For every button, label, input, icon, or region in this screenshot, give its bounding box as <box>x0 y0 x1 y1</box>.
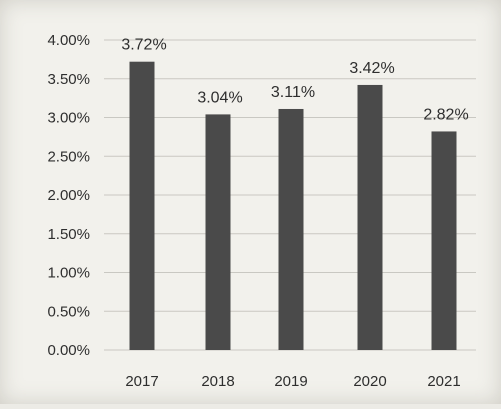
bar-data-label: 3.42% <box>349 60 394 77</box>
y-tick-label: 3.50% <box>47 71 90 88</box>
y-axis-tick-labels: 0.00% 0.50% 1.00% 1.50% 2.00% 2.50% 3.00% 3.50%… <box>47 32 90 359</box>
data-labels: 3.72% 3.04% 3.11% 3.42% 2.82% <box>121 37 468 124</box>
bar <box>129 61 155 350</box>
x-tick-label: 2018 <box>201 373 234 390</box>
bar <box>357 84 383 350</box>
bar-data-label: 3.72% <box>121 37 166 54</box>
bar-data-label: 2.82% <box>423 106 468 123</box>
y-tick-label: 0.50% <box>47 303 90 320</box>
x-tick-label: 2017 <box>125 373 158 390</box>
bar-data-label: 3.11% <box>271 84 315 101</box>
x-tick-label: 2021 <box>427 373 460 390</box>
bar <box>431 131 457 350</box>
y-tick-label: 1.00% <box>47 265 90 282</box>
y-tick-label: 0.00% <box>47 342 90 359</box>
bar <box>278 108 304 350</box>
y-tick-label: 2.00% <box>47 187 90 204</box>
bar <box>205 114 231 351</box>
x-tick-label: 2019 <box>274 373 307 390</box>
x-axis-tick-labels: 2017 2018 2019 2020 2021 <box>125 373 460 390</box>
y-tick-label: 1.50% <box>47 226 90 243</box>
y-tick-label: 3.00% <box>47 110 90 127</box>
x-tick-label: 2020 <box>353 373 386 390</box>
y-tick-label: 4.00% <box>47 32 90 49</box>
bar-data-label: 3.04% <box>197 89 242 106</box>
bars <box>129 61 457 351</box>
y-tick-label: 2.50% <box>47 148 90 165</box>
